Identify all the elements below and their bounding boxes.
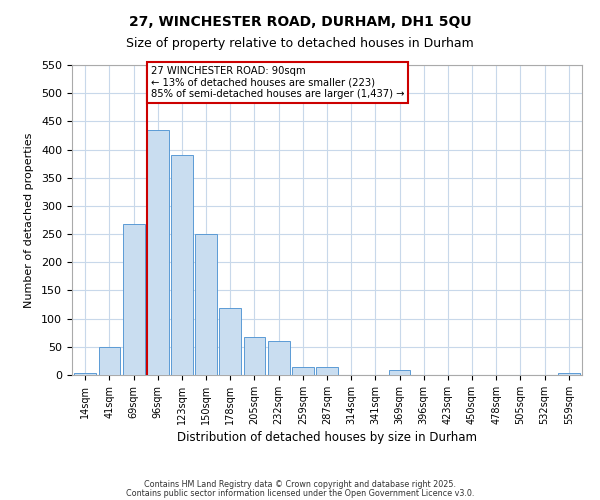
Bar — [74, 374, 96, 375]
Bar — [316, 366, 338, 375]
Bar — [389, 370, 410, 375]
Bar — [268, 341, 290, 375]
X-axis label: Distribution of detached houses by size in Durham: Distribution of detached houses by size … — [177, 431, 477, 444]
Bar — [292, 366, 314, 375]
Text: Size of property relative to detached houses in Durham: Size of property relative to detached ho… — [126, 38, 474, 51]
Text: Contains public sector information licensed under the Open Government Licence v3: Contains public sector information licen… — [126, 488, 474, 498]
Bar — [171, 155, 193, 375]
Bar — [195, 234, 217, 375]
Bar — [147, 130, 169, 375]
Text: Contains HM Land Registry data © Crown copyright and database right 2025.: Contains HM Land Registry data © Crown c… — [144, 480, 456, 489]
Y-axis label: Number of detached properties: Number of detached properties — [24, 132, 34, 308]
Bar — [220, 308, 241, 375]
Text: 27, WINCHESTER ROAD, DURHAM, DH1 5QU: 27, WINCHESTER ROAD, DURHAM, DH1 5QU — [128, 15, 472, 29]
Bar — [123, 224, 145, 375]
Bar — [98, 347, 121, 375]
Bar — [558, 374, 580, 375]
Text: 27 WINCHESTER ROAD: 90sqm
← 13% of detached houses are smaller (223)
85% of semi: 27 WINCHESTER ROAD: 90sqm ← 13% of detac… — [151, 66, 404, 100]
Bar — [244, 336, 265, 375]
